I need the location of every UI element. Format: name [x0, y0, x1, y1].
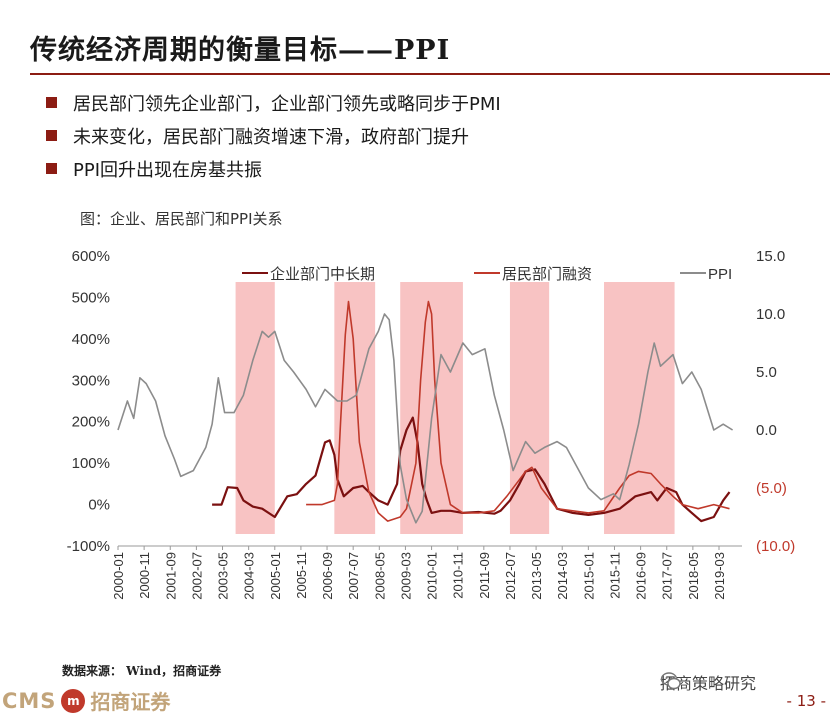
bullet-list: 居民部门领先企业部门，企业部门领先或略同步于PMI 未来变化，居民部门融资增速下…	[46, 86, 501, 185]
bullet-text: 未来变化，居民部门融资增速下滑，政府部门提升	[73, 126, 469, 148]
right-tick-label: 10.0	[756, 306, 785, 323]
x-tick-label: 2013-05	[529, 552, 544, 600]
x-tick-label: 2005-11	[294, 552, 309, 599]
bullet-item: PPI回升出现在房基共振	[46, 152, 501, 185]
series-ppi-line	[117, 313, 734, 524]
x-tick-label: 2012-07	[503, 552, 518, 600]
left-tick-label: 600%	[72, 248, 110, 265]
shaded-period	[235, 282, 275, 534]
right-tick-label: (5.0)	[756, 480, 787, 497]
wechat-account: 招商策略研究	[660, 670, 756, 694]
series-resident-line	[306, 300, 730, 522]
data-source: 数据来源： Wind，招商证券	[62, 664, 222, 678]
series-corporate-line	[212, 416, 731, 523]
x-tick-label: 2015-11	[607, 552, 622, 599]
left-tick-label: 200%	[72, 414, 110, 431]
x-tick-label: 2006-09	[320, 552, 335, 600]
x-tick-label: 2008-05	[372, 552, 387, 600]
x-tick-label: 2002-07	[189, 552, 204, 600]
x-tick-label: 2018-05	[686, 552, 701, 600]
bullet-text: 居民部门领先企业部门，企业部门领先或略同步于PMI	[73, 93, 501, 115]
title-divider	[30, 73, 830, 75]
square-bullet-icon	[46, 130, 57, 141]
page-title: 传统经济周期的衡量目标——PPI	[30, 35, 451, 66]
x-tick-label: 2010-11	[451, 552, 466, 599]
logo-cms-text: CMS	[2, 688, 57, 713]
x-tick-label: 2015-01	[581, 552, 596, 600]
left-tick-label: 100%	[72, 455, 110, 472]
shaded-period	[509, 282, 550, 534]
legend-label: 居民部门融资	[502, 266, 592, 283]
x-tick-label: 2000-01	[111, 552, 126, 600]
x-tick-label: 2014-03	[555, 552, 570, 600]
square-bullet-icon	[46, 163, 57, 174]
wechat-icon	[660, 672, 681, 690]
x-tick-label: 2004-03	[242, 552, 257, 600]
left-tick-label: 400%	[72, 331, 110, 348]
square-bullet-icon	[46, 97, 57, 108]
right-tick-label: (10.0)	[756, 538, 795, 555]
legend-label: 企业部门中长期	[270, 265, 375, 283]
x-tick-label: 2007-07	[346, 552, 361, 600]
wechat-name: 招商策略研究	[660, 674, 757, 693]
company-logo: CMS m 招商证券	[2, 686, 170, 715]
left-tick-label: 300%	[72, 372, 110, 389]
bullet-item: 未来变化，居民部门融资增速下滑，政府部门提升	[46, 119, 501, 152]
left-tick-label: 0%	[88, 497, 110, 514]
bullet-item: 居民部门领先企业部门，企业部门领先或略同步于PMI	[46, 86, 501, 119]
x-tick-label: 2019-03	[712, 552, 727, 600]
right-tick-label: 15.0	[756, 248, 785, 265]
left-tick-label: -100%	[67, 538, 110, 555]
legend-label: PPI	[708, 266, 732, 283]
x-tick-label: 2001-09	[163, 552, 178, 600]
shaded-period	[334, 282, 376, 534]
right-tick-label: 0.0	[756, 422, 777, 439]
chart-title: 图：企业、居民部门和PPI关系	[80, 210, 283, 228]
x-tick-label: 2009-03	[398, 552, 413, 600]
left-tick-label: 500%	[72, 289, 110, 306]
x-tick-label: 2010-01	[425, 552, 440, 600]
x-tick-label: 2017-07	[660, 552, 675, 600]
right-tick-label: 5.0	[756, 364, 777, 381]
x-tick-label: 2005-01	[268, 552, 283, 600]
x-tick-label: 2011-09	[477, 552, 492, 599]
page-number: - 13 -	[786, 692, 826, 710]
x-tick-label: 2000-11	[137, 552, 152, 599]
logo-mark-icon: m	[61, 688, 86, 713]
bullet-text: PPI回升出现在房基共振	[73, 159, 263, 181]
x-tick-label: 2003-05	[216, 552, 231, 600]
x-tick-label: 2016-09	[634, 552, 649, 600]
logo-company-name: 招商证券	[90, 690, 171, 714]
